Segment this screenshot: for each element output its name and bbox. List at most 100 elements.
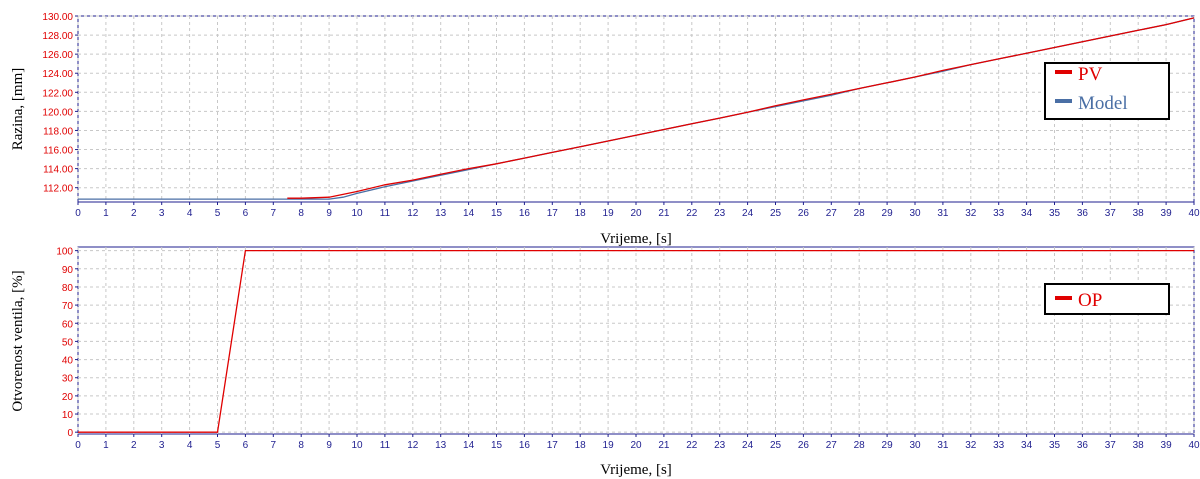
x-tick-label: 16 — [519, 208, 531, 219]
x-tick-label: 27 — [826, 440, 838, 451]
grid — [77, 247, 1195, 434]
x-tick-label: 22 — [686, 208, 698, 219]
x-tick-label: 1 — [103, 440, 109, 451]
x-tick-label: 5 — [215, 440, 221, 451]
y-tick-label: 20 — [62, 392, 74, 403]
x-tick-label: 6 — [243, 440, 249, 451]
y-tick-label: 116.00 — [43, 146, 73, 157]
x-tick-label: 33 — [993, 440, 1005, 451]
x-tick-label: 29 — [882, 208, 894, 219]
y-tick-label: 120.00 — [42, 107, 73, 118]
x-tick-label: 31 — [937, 440, 949, 451]
x-tick-label: 8 — [298, 440, 304, 451]
legend-swatch-model — [1055, 99, 1072, 103]
x-tick-label: 14 — [463, 208, 475, 219]
y-axis-title: Razina, [mm] — [10, 68, 26, 150]
x-tick-label: 36 — [1077, 440, 1089, 451]
x-tick-label: 7 — [271, 440, 277, 451]
legend: OP — [1044, 283, 1170, 315]
legend-swatch-pv — [1055, 70, 1072, 74]
y-tick-label: 130.00 — [42, 12, 73, 23]
x-tick-label: 30 — [909, 208, 921, 219]
x-tick-label: 13 — [435, 208, 447, 219]
x-tick-label: 2 — [131, 208, 137, 219]
x-tick-label: 13 — [435, 440, 447, 451]
x-tick-label: 26 — [798, 440, 810, 451]
x-tick-label: 12 — [407, 440, 419, 451]
series-line-op — [78, 249, 1194, 433]
y-tick-label: 124.00 — [42, 69, 73, 80]
x-tick-label: 28 — [854, 440, 866, 451]
y-tick-label: 70 — [62, 301, 74, 312]
x-axis-title: Vrijeme, [s] — [600, 231, 672, 247]
legend-label-pv: PV — [1078, 64, 1103, 85]
y-tick-label: 10 — [62, 410, 74, 421]
x-tick-label: 18 — [575, 440, 587, 451]
y-tick-label: 80 — [62, 283, 74, 294]
x-tick-label: 35 — [1049, 208, 1061, 219]
y-tick-label: 100 — [56, 247, 73, 258]
y-tick-label: 126.00 — [42, 50, 73, 61]
x-tick-label: 20 — [630, 208, 642, 219]
x-axis-title: Vrijeme, [s] — [600, 462, 672, 478]
x-tick-label: 24 — [742, 440, 754, 451]
y-axis-title: Otvorenost ventila, [%] — [10, 270, 26, 411]
x-tick-label: 10 — [351, 440, 363, 451]
x-tick-label: 25 — [770, 440, 782, 451]
x-tick-label: 16 — [519, 440, 531, 451]
x-tick-label: 15 — [491, 440, 503, 451]
series-line-pv — [287, 17, 1195, 199]
x-tick-label: 38 — [1133, 440, 1145, 451]
y-tick-label: 30 — [62, 374, 74, 385]
y-tick-label: 114.00 — [43, 165, 73, 176]
x-tick-label: 33 — [993, 208, 1005, 219]
x-tick-label: 7 — [271, 208, 277, 219]
x-tick-label: 19 — [603, 208, 615, 219]
x-tick-label: 37 — [1105, 208, 1117, 219]
x-tick-label: 21 — [658, 440, 670, 451]
x-tick-label: 40 — [1188, 208, 1200, 219]
x-tick-label: 38 — [1133, 208, 1145, 219]
x-tick-label: 24 — [742, 208, 754, 219]
y-tick-label: 50 — [62, 337, 74, 348]
x-tick-label: 37 — [1105, 440, 1117, 451]
x-tick-label: 18 — [575, 208, 587, 219]
x-tick-label: 26 — [798, 208, 810, 219]
y-tick-label: 128.00 — [42, 31, 73, 42]
level-chart: 0 1 2 3 4 5 6 7 8 9 10 11 12 13 14 15 16 17 18 19 20 21 22 23 24… — [10, 12, 1200, 247]
x-tick-label: 28 — [854, 208, 866, 219]
x-tick-label: 30 — [909, 440, 921, 451]
x-tick-label: 17 — [547, 208, 559, 219]
x-tick-label: 20 — [630, 440, 642, 451]
x-tick-label: 35 — [1049, 440, 1061, 451]
x-tick-label: 25 — [770, 208, 782, 219]
x-tick-labels: 0 1 2 3 4 5 6 7 8 9 10 11 12 13 14 15 16 17 18 19 20 21 22 23 24… — [75, 202, 1200, 219]
x-tick-label: 10 — [351, 208, 363, 219]
x-tick-label: 9 — [326, 440, 332, 451]
x-tick-label: 3 — [159, 440, 165, 451]
x-tick-label: 29 — [882, 440, 894, 451]
valve-chart: 0 1 2 3 4 5 6 7 8 9 10 11 12 13 14 15 16 17 18 19 20 21 22 23 24… — [10, 246, 1200, 478]
x-tick-label: 27 — [826, 208, 838, 219]
y-tick-label: 90 — [62, 265, 74, 276]
x-tick-label: 11 — [380, 208, 391, 219]
x-tick-label: 9 — [326, 208, 332, 219]
x-tick-label: 23 — [714, 440, 726, 451]
x-tick-label: 1 — [103, 208, 109, 219]
legend-label-model: Model — [1078, 93, 1128, 114]
x-tick-label: 40 — [1188, 440, 1200, 451]
legend-label-op: OP — [1078, 290, 1102, 311]
x-tick-label: 4 — [187, 208, 193, 219]
y-tick-label: 118.00 — [43, 126, 73, 137]
x-tick-label: 32 — [965, 440, 977, 451]
y-tick-label: 112.00 — [43, 184, 73, 195]
x-tick-label: 23 — [714, 208, 726, 219]
x-tick-label: 34 — [1021, 208, 1033, 219]
x-tick-label: 2 — [131, 440, 137, 451]
y-tick-label: 0 — [67, 428, 73, 439]
x-tick-label: 11 — [380, 440, 391, 451]
x-tick-label: 39 — [1161, 208, 1173, 219]
y-tick-labels: 0 10 20 30 40 50 60 70 80 90 100 — [56, 247, 78, 439]
grid — [77, 15, 1195, 202]
y-tick-label: 122.00 — [42, 88, 73, 99]
